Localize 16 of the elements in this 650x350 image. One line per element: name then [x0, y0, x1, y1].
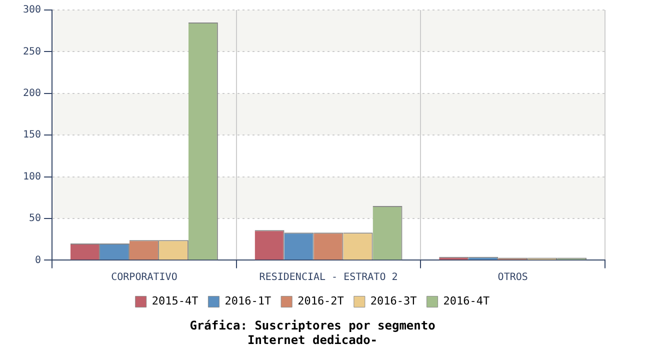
legend-label: 2016-1T [224, 294, 272, 308]
x-tick-label: OTROS [498, 272, 528, 283]
legend-label: 2016-4T [443, 294, 490, 308]
legend-label: 2016-3T [370, 294, 418, 308]
y-tick-label: 50 [29, 213, 42, 224]
x-tick-label: RESIDENCIAL - ESTRATO 2 [259, 272, 398, 283]
legend-label: 2015-4T [152, 294, 199, 308]
y-tick-label: 0 [35, 254, 42, 266]
y-tick-label: 100 [23, 171, 42, 182]
y-tick-label: 200 [23, 88, 42, 99]
x-tick-label: CORPORATIVO [111, 272, 178, 283]
text: Gráfica: Suscriptores por segmento Internet dedicado- [190, 318, 436, 347]
y-tick-label: 250 [23, 46, 42, 58]
y-tick-label: 150 [23, 130, 42, 141]
legend-label: 2016-2T [298, 294, 344, 308]
y-tick-label: 300 [23, 4, 42, 16]
